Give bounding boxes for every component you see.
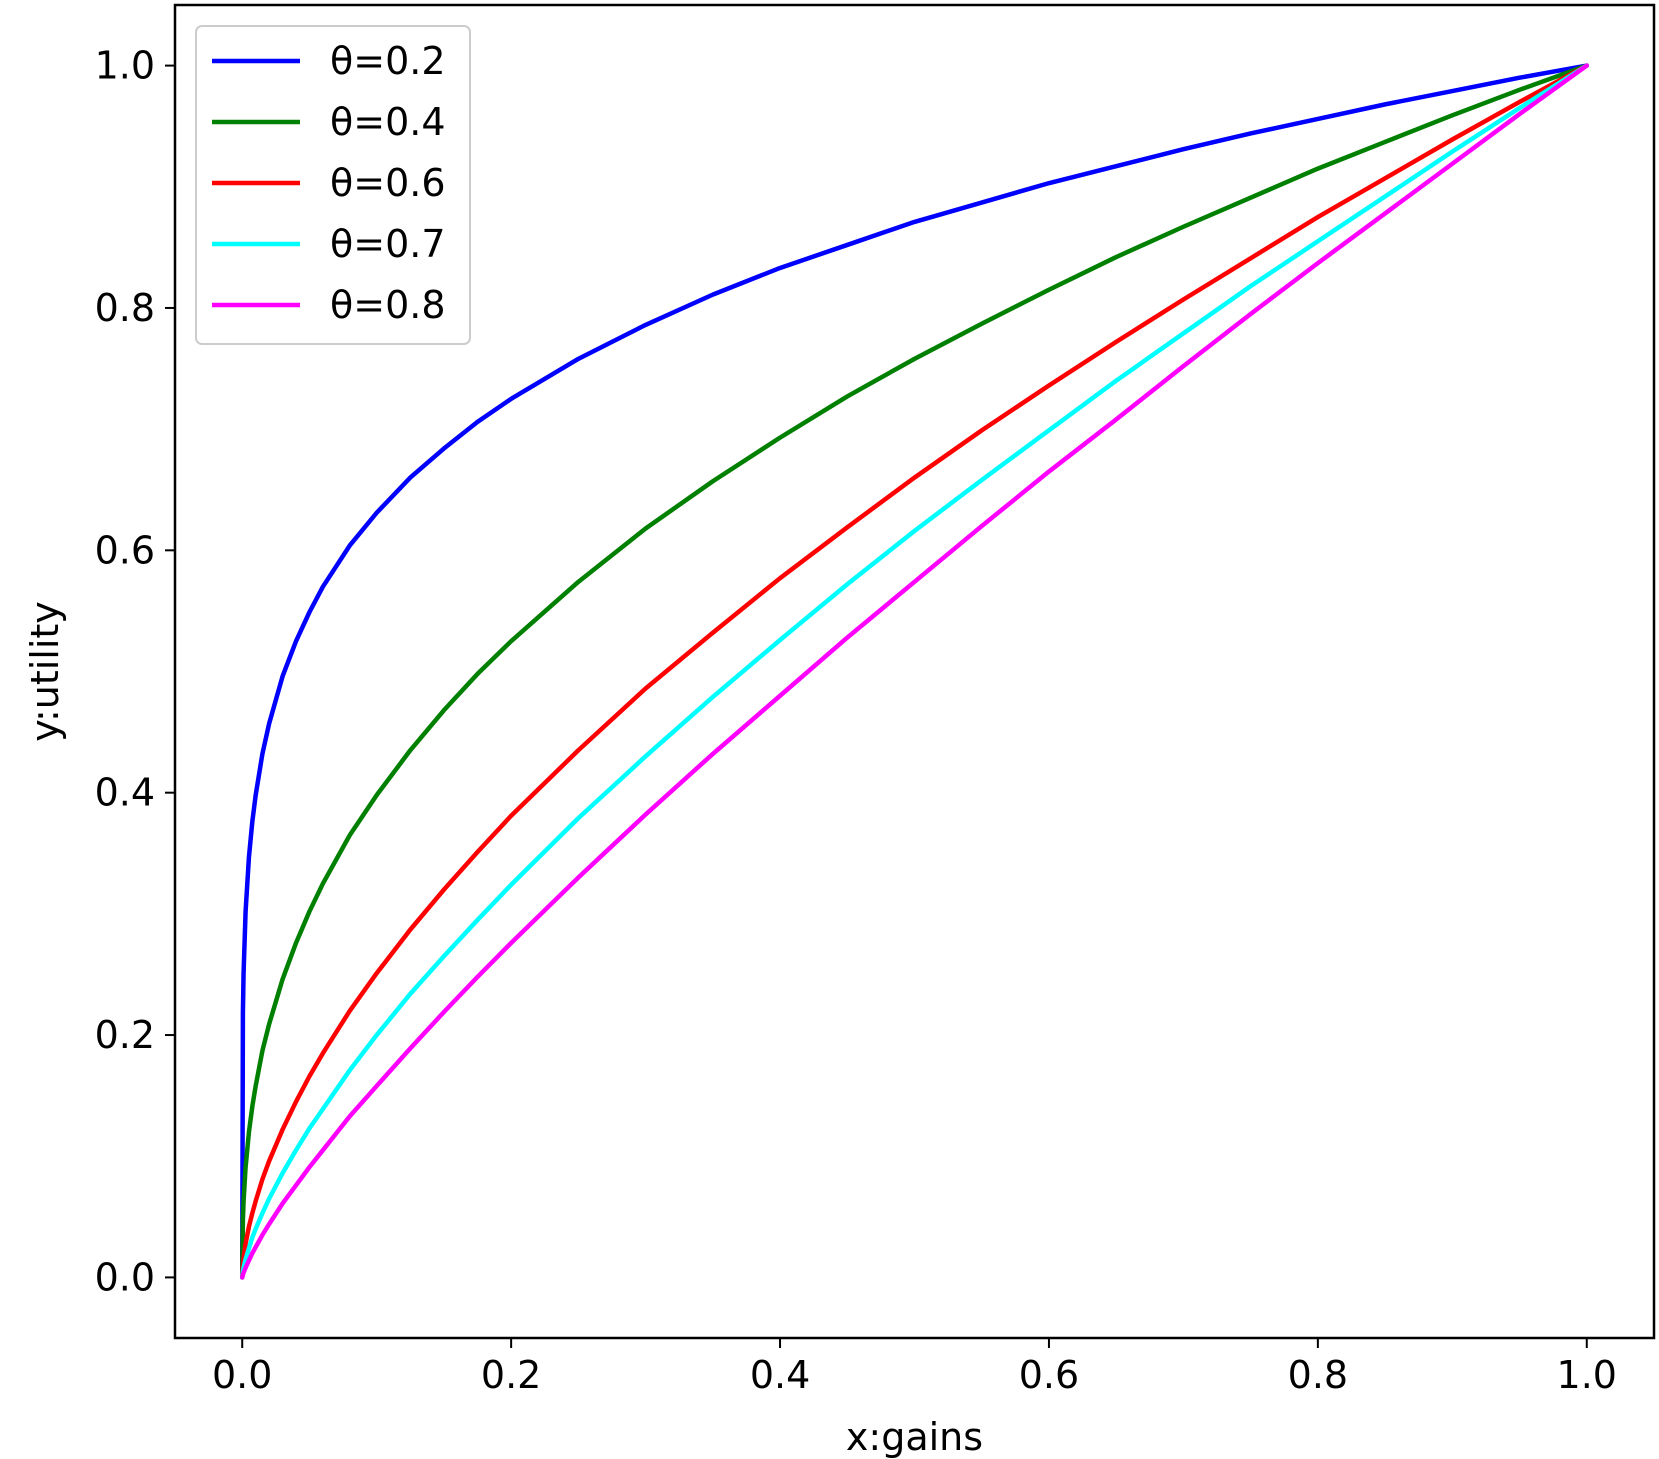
series-line-3 (239, 63, 1590, 1280)
series-line-2 (239, 63, 1590, 1280)
legend-label-3: θ=0.6 (330, 161, 446, 205)
legend: θ=0.2 θ=0.4 θ=0.6 θ=0.7 θ=0.8 (195, 25, 471, 345)
legend-label-1: θ=0.2 (330, 39, 446, 83)
x-axis-label: x:gains (846, 1415, 983, 1459)
y-tick-label: 0.0 (95, 1255, 155, 1299)
y-tick-label: 0.8 (95, 286, 155, 330)
y-tick-label: 1.0 (95, 44, 155, 88)
legend-label-4: θ=0.7 (330, 222, 446, 266)
x-tick-label: 0.4 (750, 1353, 810, 1397)
legend-label-5: θ=0.8 (330, 283, 446, 327)
legend-box (195, 25, 471, 345)
legend-label-2: θ=0.4 (330, 100, 446, 144)
y-axis: 0.0 0.2 0.4 0.6 0.8 1.0 (95, 44, 175, 1299)
x-tick-label: 0.2 (481, 1353, 541, 1397)
plot-frame (173, 3, 1656, 1340)
series-line-5 (239, 63, 1590, 1280)
series-line-1 (239, 63, 1590, 1280)
x-tick-label: 0.8 (1288, 1353, 1348, 1397)
y-axis-label: y:utility (23, 601, 67, 742)
x-tick-label: 0.6 (1019, 1353, 1079, 1397)
y-tick-label: 0.2 (95, 1013, 155, 1057)
y-tick-label: 0.6 (95, 528, 155, 572)
x-axis: 0.0 0.2 0.4 0.6 0.8 1.0 (212, 1338, 1617, 1397)
y-tick-label: 0.4 (95, 771, 155, 815)
x-tick-label: 1.0 (1557, 1353, 1617, 1397)
series-line-4 (239, 63, 1590, 1280)
x-tick-label: 0.0 (212, 1353, 272, 1397)
